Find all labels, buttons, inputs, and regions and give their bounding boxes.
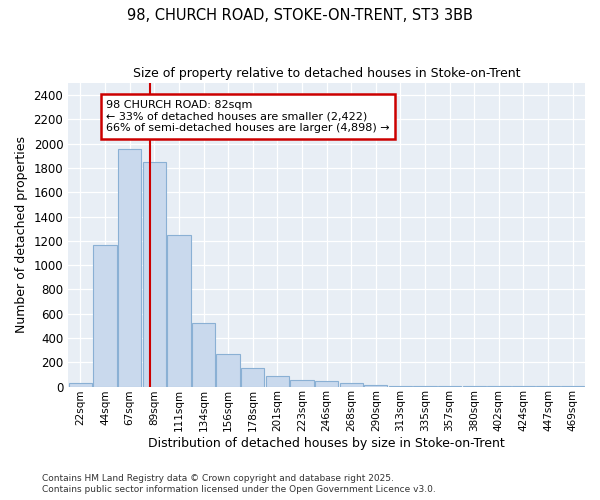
X-axis label: Distribution of detached houses by size in Stoke-on-Trent: Distribution of detached houses by size …: [148, 437, 505, 450]
Title: Size of property relative to detached houses in Stoke-on-Trent: Size of property relative to detached ho…: [133, 68, 520, 80]
Bar: [241, 368, 265, 386]
Bar: [192, 324, 215, 386]
Bar: [69, 383, 92, 386]
Bar: [364, 384, 388, 386]
Bar: [315, 381, 338, 386]
Bar: [118, 148, 142, 386]
Bar: [217, 354, 240, 386]
Bar: [266, 376, 289, 386]
Bar: [143, 162, 166, 386]
Bar: [94, 244, 117, 386]
Y-axis label: Number of detached properties: Number of detached properties: [15, 136, 28, 334]
Text: Contains HM Land Registry data © Crown copyright and database right 2025.
Contai: Contains HM Land Registry data © Crown c…: [42, 474, 436, 494]
Bar: [340, 383, 363, 386]
Text: 98, CHURCH ROAD, STOKE-ON-TRENT, ST3 3BB: 98, CHURCH ROAD, STOKE-ON-TRENT, ST3 3BB: [127, 8, 473, 22]
Text: 98 CHURCH ROAD: 82sqm
← 33% of detached houses are smaller (2,422)
66% of semi-d: 98 CHURCH ROAD: 82sqm ← 33% of detached …: [106, 100, 390, 134]
Bar: [290, 380, 314, 386]
Bar: [167, 235, 191, 386]
